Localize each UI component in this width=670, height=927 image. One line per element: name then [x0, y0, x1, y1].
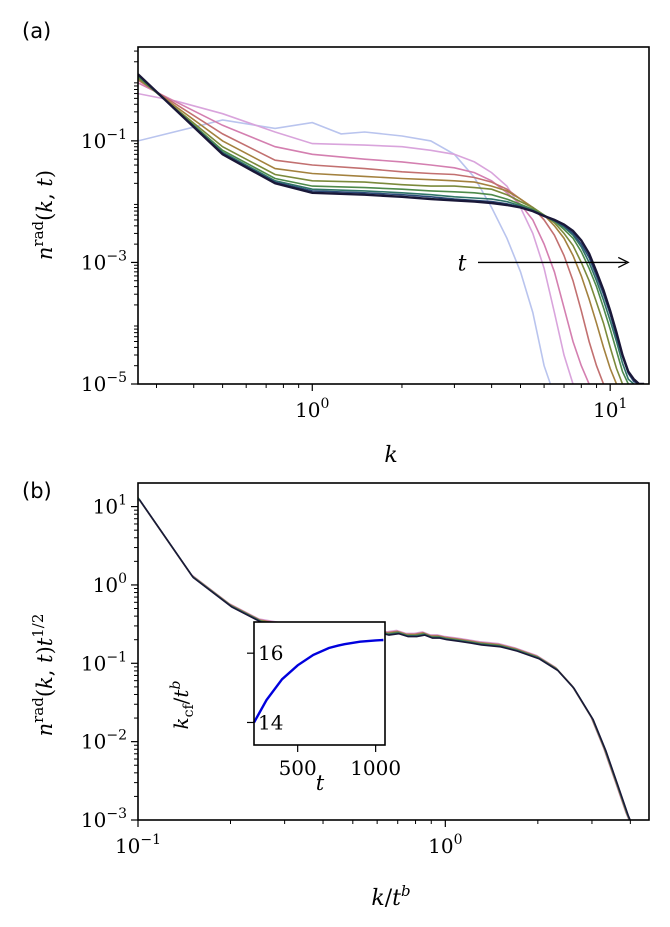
inset-line	[252, 638, 384, 724]
panel-b-series-line-3	[138, 498, 631, 820]
panel-a-series-t6	[138, 76, 624, 384]
panel-b-x-tick-label-1: 100	[428, 832, 462, 858]
panel-b-y-tick-label-2: 10−1	[81, 649, 127, 675]
panel-b-y-tick-label-1: 100	[93, 571, 127, 597]
panel-b-series-line-1	[138, 496, 631, 820]
panel-b-x-tick-label-0: 10−1	[115, 832, 161, 858]
panel-b-series-line-0	[138, 496, 630, 820]
panel-b-y-tick-label-4: 10−3	[81, 806, 127, 832]
panel-a-series-t7	[138, 75, 630, 384]
panel-b-ylabel: nrad(k, t)t1/2	[29, 614, 57, 737]
panel-a-ylabel: nrad(k, t)	[29, 170, 57, 260]
inset-ytick-label-1: 16	[258, 641, 283, 665]
panel-a-label: (a)	[22, 19, 51, 43]
panel-b-xlabel: k/tb	[371, 882, 410, 911]
panel-b-frame	[137, 482, 650, 821]
inset-ylabel: kcf/tb	[168, 681, 197, 730]
inset-xlabel: t	[316, 771, 325, 795]
panel-b-y-tick-label-3: 10−2	[81, 728, 127, 754]
panel-a-series-t5	[138, 78, 618, 384]
inset-frame	[253, 621, 386, 746]
panel-b-series-line-2	[138, 497, 631, 820]
panel-a-series-t4	[138, 79, 605, 384]
panel-a-series-t2	[138, 92, 574, 384]
panel-a-series-t3	[138, 82, 590, 384]
time-arrow-label: t	[458, 251, 467, 276]
panel-a-y-tick-label-1: 10−3	[81, 248, 127, 274]
panel-a-y-tick-label-0: 10−1	[81, 127, 127, 153]
time-arrow	[477, 256, 630, 269]
panel-b-series-line-4	[138, 498, 631, 820]
panel-a-series-t10	[138, 73, 645, 384]
panel-a-series-t1	[138, 119, 552, 384]
panel-b-label: (b)	[22, 479, 52, 503]
panel-a-y-tick-label-2: 10−5	[81, 370, 127, 396]
panel-b-y-tick-label-0: 101	[93, 493, 127, 519]
inset-ytick-label-0: 14	[258, 710, 283, 734]
inset-axes: 500 1000 14 16	[247, 621, 401, 780]
panel-a-frame	[137, 46, 650, 385]
inset-xtick-label-0: 500	[279, 756, 317, 780]
panel-a-x-tick-label-1: 101	[593, 396, 627, 422]
panel-a-x-tick-label-0: 100	[295, 396, 329, 422]
panel-a-xlabel: k	[384, 443, 397, 468]
inset-xtick-label-1: 1000	[350, 756, 401, 780]
panel-a-axes: 100 101 10−1 10−3 10−5	[81, 46, 650, 422]
